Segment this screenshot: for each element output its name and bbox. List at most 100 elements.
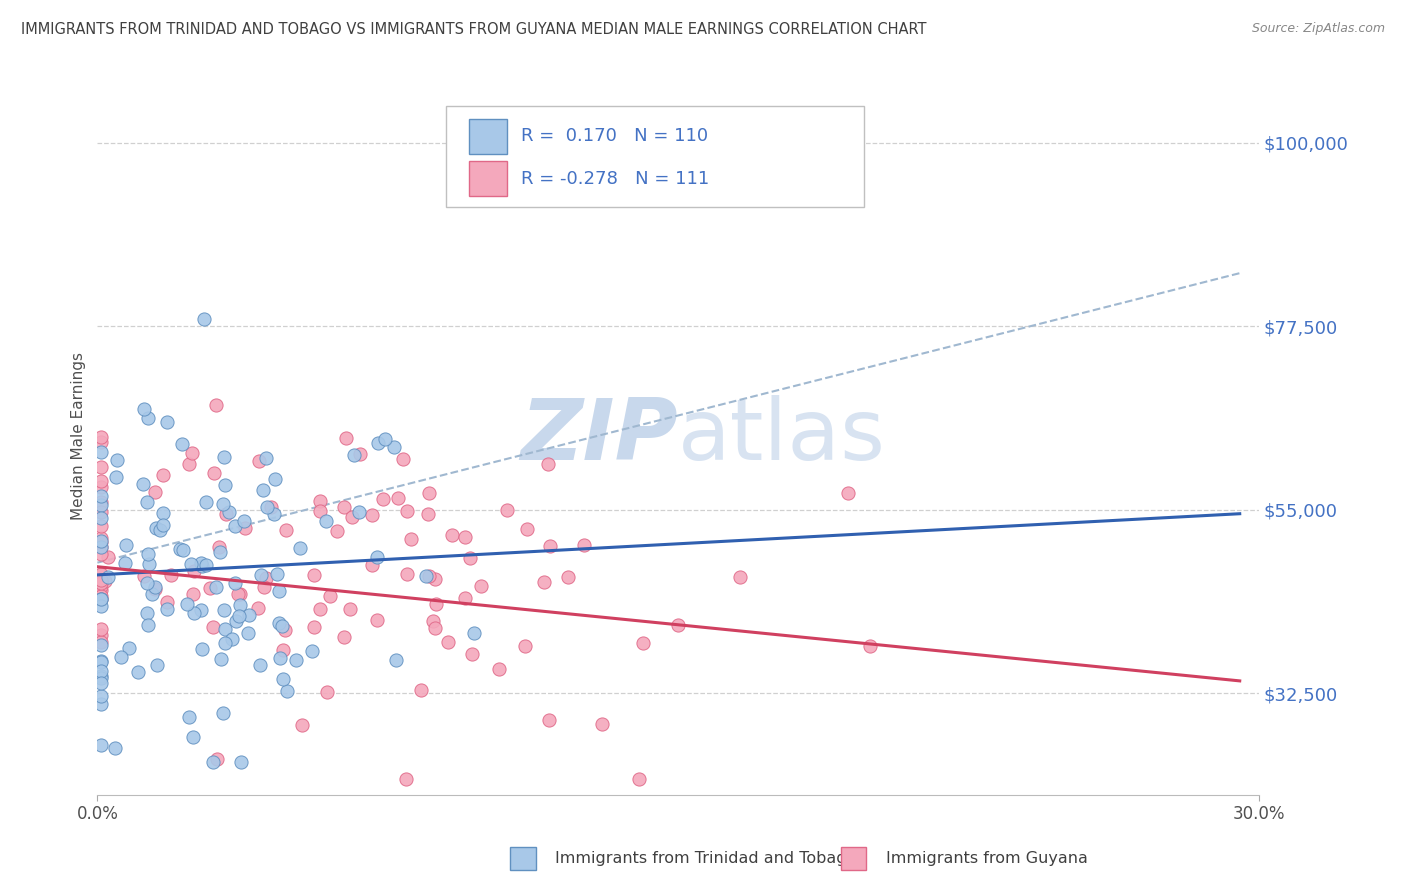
Point [208, 540, 231, 554]
Point [229, 598, 252, 612]
Point [141, 587, 163, 601]
Point [90, 635, 112, 649]
Point [409, 682, 432, 697]
Point [90, 592, 112, 607]
Point [90, 459, 112, 474]
Point [218, 505, 240, 519]
Point [190, 603, 212, 617]
Point [202, 467, 225, 481]
Point [180, 557, 202, 571]
Point [461, 647, 484, 661]
Point [271, 643, 294, 657]
Point [145, 521, 167, 535]
Point [143, 484, 166, 499]
Point [172, 543, 194, 558]
Point [631, 636, 654, 650]
Point [194, 495, 217, 509]
Point [181, 446, 204, 460]
Point [309, 494, 332, 508]
Point [190, 641, 212, 656]
Point [90, 628, 112, 642]
Point [728, 570, 751, 584]
Text: atlas: atlas [678, 395, 886, 478]
Point [90, 445, 112, 459]
Point [260, 500, 283, 515]
Point [254, 571, 277, 585]
Point [90, 655, 112, 669]
Point [270, 619, 292, 633]
Point [256, 500, 278, 514]
Point [382, 440, 405, 454]
Point [90, 654, 112, 668]
Point [249, 568, 271, 582]
Text: Source: ZipAtlas.com: Source: ZipAtlas.com [1251, 22, 1385, 36]
Point [176, 598, 198, 612]
Point [90, 697, 112, 711]
Point [288, 541, 311, 555]
Point [90, 540, 112, 554]
Point [423, 621, 446, 635]
Point [195, 558, 218, 573]
Point [666, 617, 689, 632]
Point [105, 453, 128, 467]
Point [254, 450, 277, 465]
Point [136, 547, 159, 561]
Point [90, 591, 112, 606]
Point [361, 558, 384, 572]
Point [212, 603, 235, 617]
Point [90, 505, 112, 519]
Point [516, 522, 538, 536]
Point [179, 709, 201, 723]
Point [396, 504, 419, 518]
Point [366, 614, 388, 628]
Point [538, 713, 561, 727]
FancyBboxPatch shape [446, 106, 865, 207]
Point [425, 572, 447, 586]
Point [202, 619, 225, 633]
Point [253, 581, 276, 595]
Point [859, 639, 882, 653]
Point [392, 451, 415, 466]
Point [181, 587, 204, 601]
Point [470, 578, 492, 592]
Point [190, 556, 212, 570]
Point [224, 576, 246, 591]
Point [267, 615, 290, 630]
Point [90, 589, 112, 603]
Point [132, 477, 155, 491]
Point [263, 508, 285, 522]
Point [557, 570, 579, 584]
Text: R =  0.170   N = 110: R = 0.170 N = 110 [522, 128, 709, 145]
Point [146, 658, 169, 673]
Point [97, 549, 120, 564]
Point [90, 547, 112, 561]
Point [437, 635, 460, 649]
Point [228, 587, 250, 601]
Point [136, 410, 159, 425]
Point [332, 500, 354, 514]
Point [395, 566, 418, 581]
Point [90, 574, 112, 588]
Text: Immigrants from Guyana: Immigrants from Guyana [886, 851, 1088, 865]
Point [90, 575, 112, 590]
Point [156, 415, 179, 429]
Point [488, 662, 510, 676]
Point [367, 435, 389, 450]
Point [156, 595, 179, 609]
Point [169, 542, 191, 557]
Point [399, 532, 422, 546]
Point [90, 599, 112, 614]
Point [252, 483, 274, 497]
Point [90, 738, 112, 752]
Point [90, 690, 112, 704]
Point [591, 716, 613, 731]
Point [90, 511, 112, 525]
Point [387, 491, 409, 505]
Point [235, 521, 257, 535]
Text: Immigrants from Trinidad and Tobago: Immigrants from Trinidad and Tobago [555, 851, 856, 865]
Point [208, 545, 231, 559]
Point [90, 592, 112, 607]
Point [90, 675, 112, 690]
Point [90, 498, 112, 512]
Point [136, 618, 159, 632]
